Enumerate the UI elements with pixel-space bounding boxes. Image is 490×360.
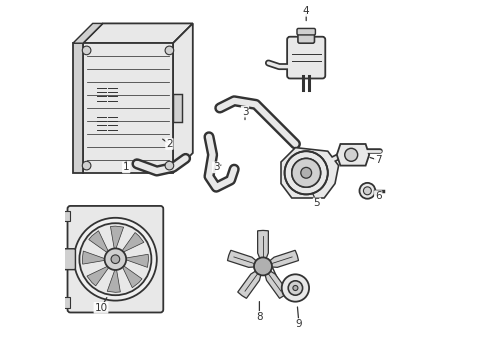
Circle shape	[293, 285, 298, 291]
Circle shape	[165, 161, 174, 170]
FancyBboxPatch shape	[68, 206, 163, 312]
Polygon shape	[83, 43, 173, 173]
Polygon shape	[238, 266, 263, 298]
Bar	[173, 94, 182, 122]
Circle shape	[301, 167, 312, 178]
Polygon shape	[258, 230, 269, 266]
Text: 8: 8	[256, 312, 263, 322]
Text: 2: 2	[166, 139, 172, 149]
Polygon shape	[124, 254, 148, 267]
Polygon shape	[82, 251, 106, 264]
Circle shape	[292, 158, 320, 187]
Circle shape	[345, 148, 358, 161]
Polygon shape	[121, 233, 144, 253]
Polygon shape	[89, 231, 109, 253]
Text: 6: 6	[375, 191, 382, 201]
Text: 7: 7	[375, 155, 382, 165]
Circle shape	[82, 46, 91, 55]
Circle shape	[301, 167, 312, 178]
Circle shape	[360, 183, 375, 199]
Circle shape	[104, 248, 126, 270]
Polygon shape	[87, 266, 110, 286]
Polygon shape	[73, 23, 103, 43]
FancyBboxPatch shape	[287, 37, 325, 78]
Circle shape	[254, 257, 272, 275]
Text: 5: 5	[314, 198, 320, 208]
Polygon shape	[263, 266, 288, 298]
Polygon shape	[263, 250, 298, 267]
Circle shape	[288, 281, 303, 295]
Text: 4: 4	[303, 6, 310, 16]
Circle shape	[74, 218, 157, 301]
Circle shape	[111, 255, 120, 264]
Polygon shape	[122, 265, 142, 288]
Polygon shape	[173, 23, 193, 173]
Circle shape	[364, 187, 371, 195]
Bar	[61, 297, 71, 308]
Polygon shape	[110, 226, 123, 250]
Polygon shape	[227, 250, 263, 267]
Text: 3: 3	[242, 107, 248, 117]
Text: 1: 1	[123, 162, 129, 172]
FancyBboxPatch shape	[297, 28, 316, 35]
Polygon shape	[73, 43, 83, 173]
Polygon shape	[107, 268, 121, 292]
Text: 3: 3	[213, 162, 220, 172]
Bar	[61, 211, 71, 221]
Polygon shape	[83, 23, 193, 43]
Circle shape	[165, 46, 174, 55]
Circle shape	[82, 161, 91, 170]
FancyBboxPatch shape	[298, 32, 315, 43]
Text: 10: 10	[95, 303, 108, 313]
Circle shape	[282, 274, 309, 302]
Polygon shape	[281, 148, 339, 198]
Circle shape	[79, 223, 151, 295]
Text: 9: 9	[295, 319, 302, 329]
Polygon shape	[337, 144, 369, 166]
Circle shape	[292, 158, 320, 187]
Circle shape	[285, 151, 328, 194]
FancyBboxPatch shape	[62, 249, 75, 270]
